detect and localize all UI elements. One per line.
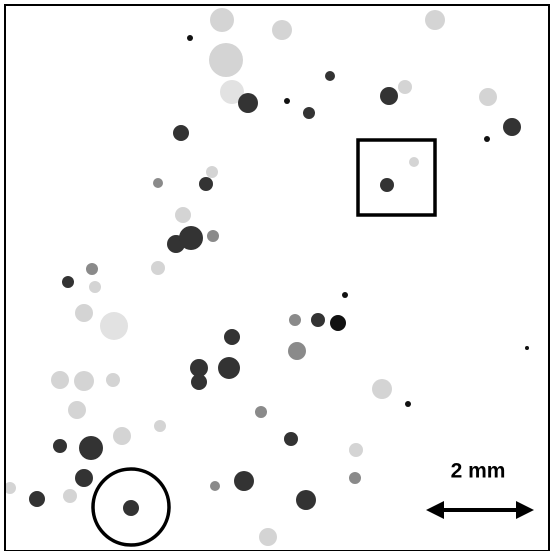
particle <box>89 281 101 293</box>
particle <box>288 342 306 360</box>
particle <box>75 469 93 487</box>
particle <box>100 312 128 340</box>
particle <box>272 20 292 40</box>
particle <box>289 314 301 326</box>
particle <box>51 371 69 389</box>
particle <box>63 489 77 503</box>
particle <box>153 178 163 188</box>
particle <box>86 263 98 275</box>
particle <box>259 528 277 546</box>
micrograph: 2 mm <box>0 0 550 551</box>
particle <box>238 93 258 113</box>
particle <box>29 491 45 507</box>
particle <box>303 107 315 119</box>
particle <box>68 401 86 419</box>
particle <box>330 315 346 331</box>
particle <box>113 427 131 445</box>
particle <box>206 166 218 178</box>
particle <box>209 43 243 77</box>
particle <box>255 406 267 418</box>
particle <box>151 261 165 275</box>
particle <box>199 177 213 191</box>
particle <box>62 276 74 288</box>
particle <box>123 500 139 516</box>
particle <box>380 87 398 105</box>
particle <box>210 481 220 491</box>
particle <box>398 80 412 94</box>
particle <box>325 71 335 81</box>
particle <box>74 371 94 391</box>
particle <box>218 357 240 379</box>
particle <box>405 401 411 407</box>
particle <box>484 136 490 142</box>
particle <box>179 226 203 250</box>
particle <box>479 88 497 106</box>
particle <box>224 329 240 345</box>
particle <box>53 439 67 453</box>
particle <box>425 10 445 30</box>
particle <box>234 471 254 491</box>
scale-bar-label: 2 mm <box>451 460 506 483</box>
particle <box>342 292 348 298</box>
particle <box>210 8 234 32</box>
particle <box>75 304 93 322</box>
particle <box>372 379 392 399</box>
particle <box>106 373 120 387</box>
particle <box>173 125 189 141</box>
particle <box>187 35 193 41</box>
particle <box>311 313 325 327</box>
particle <box>380 178 394 192</box>
particle <box>154 420 166 432</box>
particle <box>349 472 361 484</box>
particle <box>207 230 219 242</box>
particle <box>79 436 103 460</box>
particle <box>191 374 207 390</box>
particle <box>409 157 419 167</box>
particle <box>349 443 363 457</box>
particle <box>175 207 191 223</box>
particle <box>296 490 316 510</box>
particle <box>503 118 521 136</box>
particle <box>284 432 298 446</box>
particle <box>284 98 290 104</box>
particle <box>525 346 529 350</box>
